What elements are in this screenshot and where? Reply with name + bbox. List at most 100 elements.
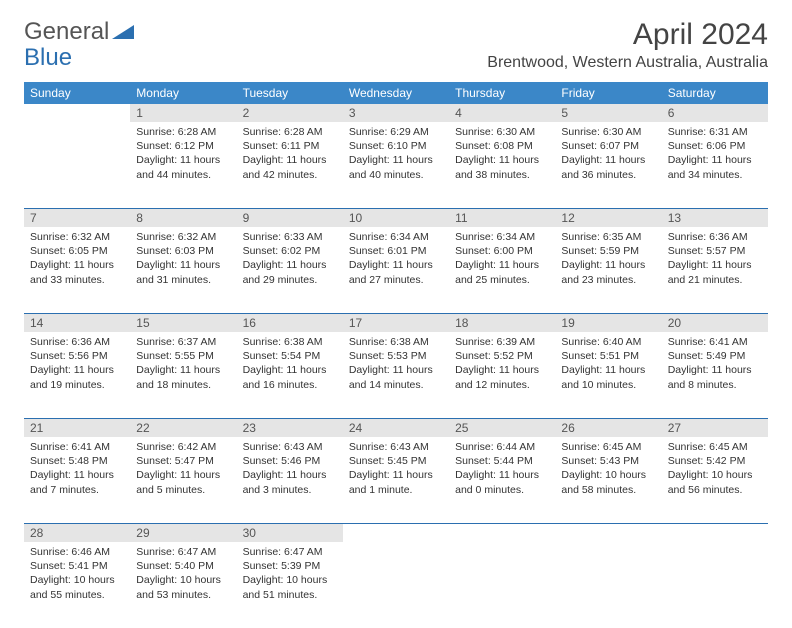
- sunset-text: Sunset: 6:01 PM: [349, 244, 443, 258]
- sunrise-text: Sunrise: 6:36 AM: [30, 335, 124, 349]
- empty-day: [449, 523, 555, 542]
- daylight-text-1: Daylight: 11 hours: [668, 363, 762, 377]
- day-cell: [24, 122, 130, 208]
- day-details: Sunrise: 6:41 AMSunset: 5:49 PMDaylight:…: [662, 332, 768, 398]
- daylight-text-2: and 23 minutes.: [561, 273, 655, 287]
- day-number: 18: [449, 313, 555, 332]
- sunset-text: Sunset: 5:56 PM: [30, 349, 124, 363]
- header-monday: Monday: [130, 82, 236, 104]
- sunset-text: Sunset: 5:40 PM: [136, 559, 230, 573]
- header: General April 2024 Brentwood, Western Au…: [24, 18, 768, 72]
- daylight-text-2: and 36 minutes.: [561, 168, 655, 182]
- day-number: 12: [555, 208, 661, 227]
- sunrise-text: Sunrise: 6:42 AM: [136, 440, 230, 454]
- daylight-text-2: and 58 minutes.: [561, 483, 655, 497]
- daylight-text-2: and 55 minutes.: [30, 588, 124, 602]
- day-cell: Sunrise: 6:41 AMSunset: 5:48 PMDaylight:…: [24, 437, 130, 523]
- daylight-text-1: Daylight: 11 hours: [136, 363, 230, 377]
- day-number: 30: [237, 523, 343, 542]
- sunrise-text: Sunrise: 6:28 AM: [136, 125, 230, 139]
- daylight-text-1: Daylight: 11 hours: [455, 363, 549, 377]
- day-number: 20: [662, 313, 768, 332]
- day-details: Sunrise: 6:32 AMSunset: 6:03 PMDaylight:…: [130, 227, 236, 293]
- daylight-text-1: Daylight: 11 hours: [561, 363, 655, 377]
- day-details: Sunrise: 6:36 AMSunset: 5:56 PMDaylight:…: [24, 332, 130, 398]
- day-cell: Sunrise: 6:28 AMSunset: 6:11 PMDaylight:…: [237, 122, 343, 208]
- sunrise-text: Sunrise: 6:29 AM: [349, 125, 443, 139]
- day-details: Sunrise: 6:38 AMSunset: 5:54 PMDaylight:…: [237, 332, 343, 398]
- sunset-text: Sunset: 6:08 PM: [455, 139, 549, 153]
- sunrise-text: Sunrise: 6:43 AM: [243, 440, 337, 454]
- day-number: 9: [237, 208, 343, 227]
- daylight-text-1: Daylight: 11 hours: [455, 258, 549, 272]
- week-number-row: 123456: [24, 104, 768, 122]
- day-cell: Sunrise: 6:32 AMSunset: 6:05 PMDaylight:…: [24, 227, 130, 313]
- sunset-text: Sunset: 6:03 PM: [136, 244, 230, 258]
- day-cell: [449, 542, 555, 628]
- sunset-text: Sunset: 5:45 PM: [349, 454, 443, 468]
- day-number: 5: [555, 104, 661, 122]
- daylight-text-2: and 18 minutes.: [136, 378, 230, 392]
- day-number: 28: [24, 523, 130, 542]
- month-title: April 2024: [487, 18, 768, 52]
- header-sunday: Sunday: [24, 82, 130, 104]
- day-cell: Sunrise: 6:28 AMSunset: 6:12 PMDaylight:…: [130, 122, 236, 208]
- sunset-text: Sunset: 5:46 PM: [243, 454, 337, 468]
- daylight-text-1: Daylight: 11 hours: [349, 153, 443, 167]
- day-number: 1: [130, 104, 236, 122]
- day-number: 7: [24, 208, 130, 227]
- day-details: Sunrise: 6:35 AMSunset: 5:59 PMDaylight:…: [555, 227, 661, 293]
- day-details: Sunrise: 6:41 AMSunset: 5:48 PMDaylight:…: [24, 437, 130, 503]
- sunrise-text: Sunrise: 6:33 AM: [243, 230, 337, 244]
- daylight-text-2: and 53 minutes.: [136, 588, 230, 602]
- sunset-text: Sunset: 6:00 PM: [455, 244, 549, 258]
- day-details: Sunrise: 6:30 AMSunset: 6:08 PMDaylight:…: [449, 122, 555, 188]
- daylight-text-2: and 5 minutes.: [136, 483, 230, 497]
- sunrise-text: Sunrise: 6:37 AM: [136, 335, 230, 349]
- sunrise-text: Sunrise: 6:47 AM: [136, 545, 230, 559]
- day-details: Sunrise: 6:29 AMSunset: 6:10 PMDaylight:…: [343, 122, 449, 188]
- header-tuesday: Tuesday: [237, 82, 343, 104]
- sunset-text: Sunset: 6:06 PM: [668, 139, 762, 153]
- sunrise-text: Sunrise: 6:47 AM: [243, 545, 337, 559]
- sunset-text: Sunset: 5:59 PM: [561, 244, 655, 258]
- daylight-text-1: Daylight: 11 hours: [455, 153, 549, 167]
- daylight-text-1: Daylight: 11 hours: [136, 258, 230, 272]
- day-details: Sunrise: 6:28 AMSunset: 6:11 PMDaylight:…: [237, 122, 343, 188]
- daylight-text-1: Daylight: 11 hours: [30, 363, 124, 377]
- sunrise-text: Sunrise: 6:41 AM: [30, 440, 124, 454]
- day-number: 25: [449, 418, 555, 437]
- day-number: 8: [130, 208, 236, 227]
- daylight-text-2: and 38 minutes.: [455, 168, 549, 182]
- daylight-text-1: Daylight: 11 hours: [30, 468, 124, 482]
- daylight-text-1: Daylight: 11 hours: [668, 258, 762, 272]
- daylight-text-2: and 40 minutes.: [349, 168, 443, 182]
- sunset-text: Sunset: 5:52 PM: [455, 349, 549, 363]
- sunrise-text: Sunrise: 6:32 AM: [136, 230, 230, 244]
- day-details: Sunrise: 6:47 AMSunset: 5:39 PMDaylight:…: [237, 542, 343, 608]
- day-details: Sunrise: 6:37 AMSunset: 5:55 PMDaylight:…: [130, 332, 236, 398]
- sunrise-text: Sunrise: 6:34 AM: [349, 230, 443, 244]
- empty-day: [343, 523, 449, 542]
- sunset-text: Sunset: 5:57 PM: [668, 244, 762, 258]
- week-content-row: Sunrise: 6:36 AMSunset: 5:56 PMDaylight:…: [24, 332, 768, 418]
- daylight-text-2: and 7 minutes.: [30, 483, 124, 497]
- sunrise-text: Sunrise: 6:45 AM: [668, 440, 762, 454]
- day-cell: Sunrise: 6:34 AMSunset: 6:01 PMDaylight:…: [343, 227, 449, 313]
- logo: General: [24, 18, 134, 46]
- daylight-text-2: and 19 minutes.: [30, 378, 124, 392]
- day-details: Sunrise: 6:34 AMSunset: 6:01 PMDaylight:…: [343, 227, 449, 293]
- daylight-text-1: Daylight: 11 hours: [349, 363, 443, 377]
- daylight-text-1: Daylight: 11 hours: [349, 258, 443, 272]
- daylight-text-2: and 51 minutes.: [243, 588, 337, 602]
- day-details: Sunrise: 6:31 AMSunset: 6:06 PMDaylight:…: [662, 122, 768, 188]
- daylight-text-2: and 31 minutes.: [136, 273, 230, 287]
- day-header-row: Sunday Monday Tuesday Wednesday Thursday…: [24, 82, 768, 104]
- day-cell: Sunrise: 6:39 AMSunset: 5:52 PMDaylight:…: [449, 332, 555, 418]
- daylight-text-1: Daylight: 11 hours: [243, 258, 337, 272]
- day-number: 17: [343, 313, 449, 332]
- daylight-text-1: Daylight: 11 hours: [243, 363, 337, 377]
- day-number: 11: [449, 208, 555, 227]
- day-cell: Sunrise: 6:36 AMSunset: 5:56 PMDaylight:…: [24, 332, 130, 418]
- week-number-row: 21222324252627: [24, 418, 768, 437]
